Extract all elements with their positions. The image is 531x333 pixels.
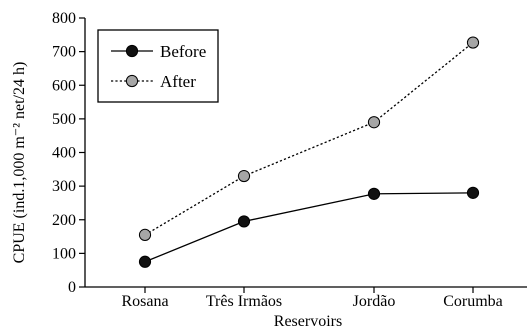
x-axis-title: Reservoirs [274,313,342,330]
legend: Before After [97,29,219,103]
data-point-before [367,187,381,200]
series-after [138,36,480,241]
legend-label-after: After [160,72,196,91]
series-line-before [144,192,474,263]
y-tick-label: 300 [52,178,76,195]
data-point-after [138,228,152,241]
data-point-before [466,186,480,199]
y-tick-label: 700 [52,44,76,61]
series-before [138,186,480,268]
series-line-after [144,42,474,236]
y-tick-label: 400 [52,145,76,162]
y-tick-label: 600 [52,77,76,94]
legend-box [97,29,219,103]
x-tick-label: Três Irmãos [206,293,282,310]
legend-marker-before [125,44,139,58]
legend-marker-after [125,74,139,88]
x-tick-label: Rosana [121,293,168,310]
y-tick-label: 200 [52,212,76,229]
y-tick-label: 0 [68,279,76,296]
data-point-before [138,255,152,268]
y-tick-label: 800 [52,10,76,27]
x-tick-label: Corumba [443,293,503,310]
data-point-after [367,116,381,129]
series-layer [138,36,480,268]
data-point-before [237,215,251,228]
data-point-after [237,169,251,183]
axes: 0 100 200 300 400 500 600 700 800 Rosana Três Irmã… [52,10,527,310]
data-point-after [466,36,480,49]
y-tick-label: 100 [52,245,76,262]
x-tick-label: Jordão [353,293,396,310]
y-axis-title: CPUE (ind.1,000 m⁻² net/24 h) [11,62,28,264]
y-tick-label: 500 [52,111,76,128]
legend-label-before: Before [160,42,206,61]
